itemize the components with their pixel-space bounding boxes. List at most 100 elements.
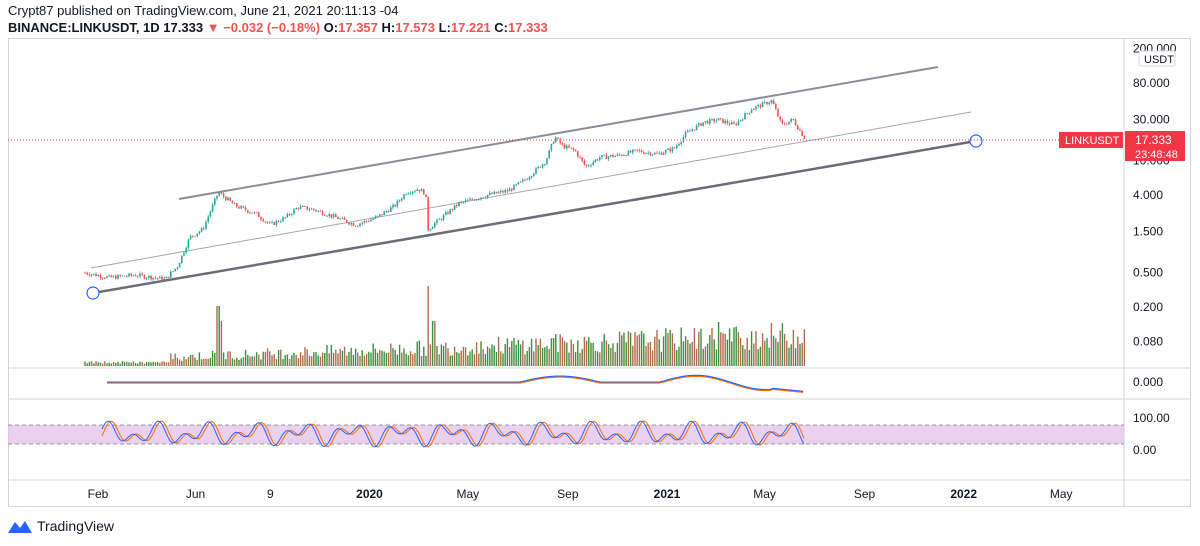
candle-body	[781, 119, 784, 124]
candle-body	[383, 211, 385, 215]
candle-body	[455, 204, 458, 206]
volume-bar	[524, 354, 526, 366]
volume-bar	[97, 362, 99, 366]
volume-bar	[368, 351, 370, 366]
volume-bar	[557, 352, 559, 366]
volume-bar	[803, 329, 806, 366]
volume-bar	[348, 351, 350, 366]
volume-bar	[414, 352, 416, 366]
candle-body	[530, 176, 533, 178]
volume-bar	[478, 353, 480, 366]
volume-bar	[607, 344, 610, 366]
volume-bar	[159, 363, 161, 366]
volume-bar	[154, 362, 157, 366]
volume-bar	[238, 359, 240, 366]
candle-body	[708, 119, 711, 124]
volume-bar	[757, 349, 759, 366]
volume-bar	[412, 354, 414, 366]
candle-body	[761, 102, 764, 108]
volume-bar	[365, 353, 368, 366]
volume-bar	[709, 335, 711, 366]
macd-tick-label: 0.000	[1133, 375, 1163, 389]
candle-body	[669, 148, 671, 152]
currency-label: USDT	[1144, 54, 1174, 66]
candle-body	[642, 152, 645, 154]
candle-body	[653, 152, 656, 155]
candle-body	[799, 129, 801, 131]
candle-body	[191, 235, 194, 237]
price-tick-label: 80.000	[1133, 76, 1170, 90]
volume-bar	[244, 349, 247, 366]
volume-bar	[511, 340, 513, 366]
candle-body	[603, 154, 605, 156]
candle-body	[414, 191, 416, 192]
volume-bar	[506, 338, 509, 366]
volume-bar	[99, 362, 102, 366]
volume-bar	[724, 333, 726, 366]
candle-body	[405, 194, 407, 195]
candle-body	[174, 268, 176, 272]
candle-body	[537, 166, 539, 169]
volume-bar	[418, 340, 421, 366]
volume-bar	[84, 361, 86, 366]
volume-bar	[282, 358, 284, 366]
candle-body	[286, 213, 289, 218]
candle-body	[673, 147, 676, 149]
stoch-tick-label: 0.00	[1133, 443, 1157, 457]
volume-bar	[530, 338, 533, 366]
candle-body	[253, 212, 256, 214]
candle-body	[506, 190, 509, 192]
candle-body	[136, 276, 139, 278]
volume-bar	[770, 323, 773, 366]
volume-bar	[781, 323, 784, 366]
candle-body	[682, 136, 685, 142]
volume-bar	[324, 353, 326, 366]
volume-bar	[187, 357, 190, 366]
low-label: L:	[438, 20, 451, 35]
candle-body	[623, 155, 625, 156]
candle-body	[354, 225, 357, 227]
candle-body	[167, 276, 170, 278]
candle-body	[640, 150, 643, 153]
volume-bar	[174, 353, 176, 366]
volume-bar	[110, 363, 113, 366]
candle-body	[117, 275, 119, 279]
volume-bar	[335, 349, 337, 366]
volume-bar	[491, 344, 493, 366]
volume-bar	[409, 351, 412, 366]
volume-bar	[236, 357, 238, 366]
volume-bar	[112, 362, 115, 366]
volume-bar	[489, 348, 491, 366]
volume-bar	[649, 341, 652, 366]
volume-bar	[456, 352, 458, 366]
volume-bar	[790, 344, 792, 366]
candle-body	[757, 104, 759, 107]
volume-bar	[526, 350, 528, 366]
candle-body	[664, 149, 667, 153]
volume-bar	[610, 347, 612, 366]
volume-bar	[458, 353, 460, 366]
candle-body	[532, 173, 535, 177]
volume-bar	[214, 353, 216, 366]
volume-bar	[744, 349, 746, 366]
channel-middle-line	[90, 111, 972, 269]
candle-body	[614, 155, 616, 157]
candle-body	[418, 189, 421, 192]
volume-bar	[423, 346, 425, 366]
volume-bar	[517, 340, 520, 366]
volume-bar	[332, 352, 335, 366]
volume-bar	[115, 362, 117, 366]
candle-body	[211, 204, 214, 212]
candle-body	[484, 197, 487, 199]
volume-bar	[500, 351, 502, 366]
candle-body	[550, 143, 553, 151]
volume-bar	[167, 362, 170, 366]
volume-bar	[148, 362, 150, 366]
volume-bar	[460, 350, 462, 366]
candle-body	[101, 277, 104, 279]
candle-body	[326, 215, 328, 217]
volume-bar	[746, 337, 748, 366]
candle-body	[84, 272, 86, 274]
volume-bar	[381, 350, 383, 366]
